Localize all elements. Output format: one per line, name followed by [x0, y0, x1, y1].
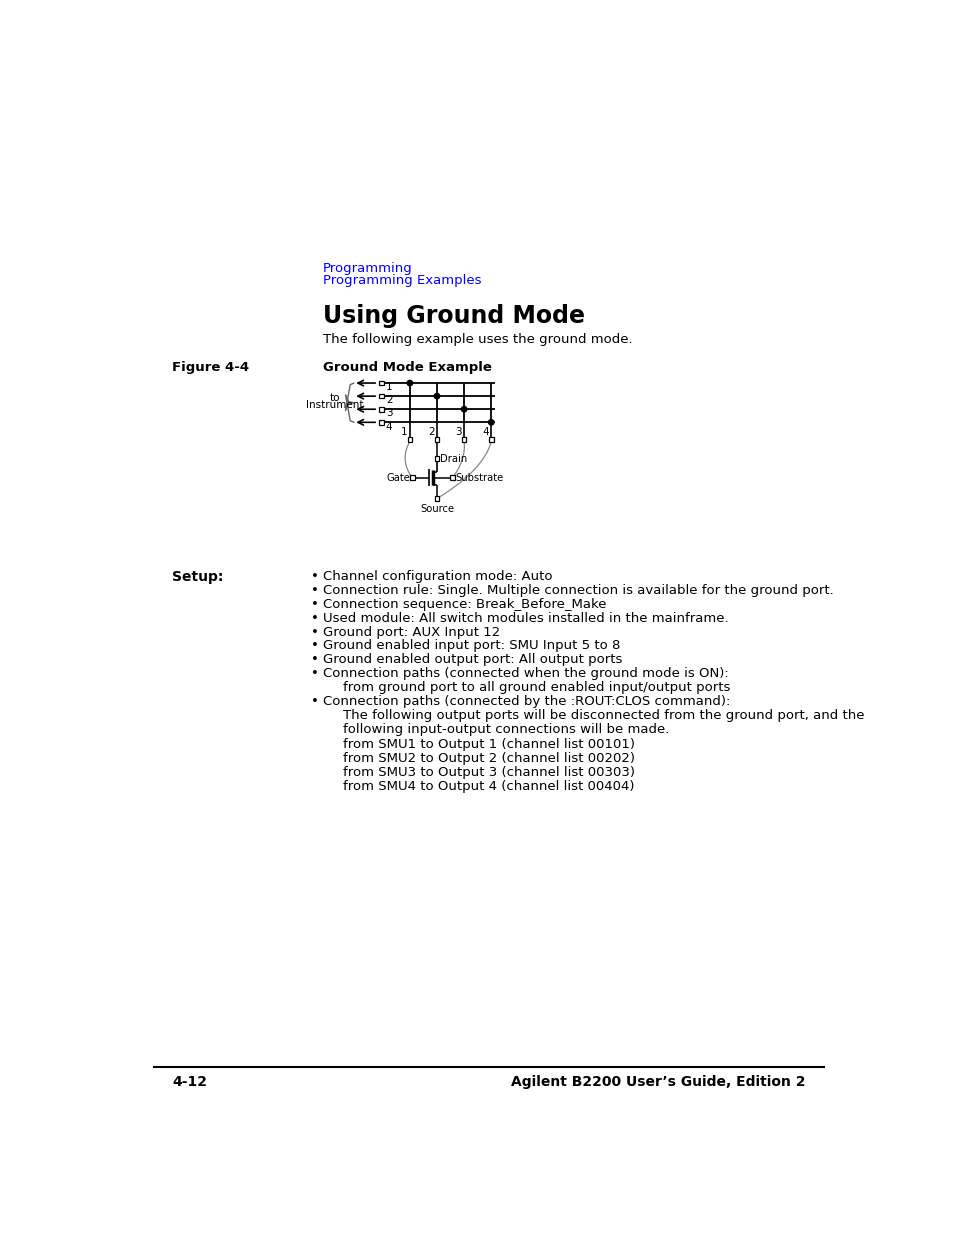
Text: The following output ports will be disconnected from the ground port, and the: The following output ports will be disco…: [343, 709, 863, 721]
Bar: [435, 437, 439, 442]
Text: Source: Source: [419, 504, 454, 514]
Text: •: •: [311, 667, 318, 680]
Text: Programming Examples: Programming Examples: [323, 274, 481, 287]
Text: from SMU3 to Output 3 (channel list 00303): from SMU3 to Output 3 (channel list 0030…: [343, 766, 635, 779]
Text: Gate: Gate: [386, 473, 410, 483]
Text: •: •: [311, 611, 318, 625]
Text: to: to: [329, 394, 339, 404]
Text: Channel configuration mode: Auto: Channel configuration mode: Auto: [323, 571, 552, 583]
Text: Ground enabled input port: SMU Input 5 to 8: Ground enabled input port: SMU Input 5 t…: [323, 640, 619, 652]
Text: following input-output connections will be made.: following input-output connections will …: [343, 722, 669, 736]
Text: from SMU4 to Output 4 (channel list 00404): from SMU4 to Output 4 (channel list 0040…: [343, 779, 634, 793]
Text: •: •: [311, 626, 318, 638]
Bar: [378, 406, 383, 411]
Circle shape: [434, 394, 439, 399]
Text: Substrate: Substrate: [456, 473, 503, 483]
Bar: [410, 475, 415, 480]
Text: from SMU2 to Output 2 (channel list 00202): from SMU2 to Output 2 (channel list 0020…: [343, 752, 635, 764]
Text: from SMU1 to Output 1 (channel list 00101): from SMU1 to Output 1 (channel list 0010…: [343, 739, 635, 751]
Text: Connection rule: Single. Multiple connection is available for the ground port.: Connection rule: Single. Multiple connec…: [323, 584, 833, 597]
Text: Ground Mode Example: Ground Mode Example: [323, 361, 492, 374]
Text: 3: 3: [455, 427, 461, 437]
Text: Programming: Programming: [323, 262, 413, 275]
Text: Connection paths (connected by the :ROUT:CLOS command):: Connection paths (connected by the :ROUT…: [323, 695, 730, 708]
Text: Setup:: Setup:: [172, 571, 223, 584]
Text: Connection paths (connected when the ground mode is ON):: Connection paths (connected when the gro…: [323, 667, 728, 680]
Text: Figure 4-4: Figure 4-4: [172, 361, 249, 374]
Text: from ground port to all ground enabled input/output ports: from ground port to all ground enabled i…: [343, 680, 730, 694]
Circle shape: [461, 406, 466, 412]
Text: Ground enabled output port: All output ports: Ground enabled output port: All output p…: [323, 653, 621, 667]
Circle shape: [407, 380, 412, 385]
Text: 1: 1: [385, 383, 392, 393]
Text: •: •: [311, 640, 318, 652]
Text: 2: 2: [385, 395, 392, 405]
Bar: [378, 380, 383, 385]
Text: The following example uses the ground mode.: The following example uses the ground mo…: [323, 333, 632, 346]
Text: 4: 4: [385, 421, 392, 431]
Text: •: •: [311, 653, 318, 667]
Text: •: •: [311, 598, 318, 611]
Bar: [435, 496, 439, 501]
Bar: [488, 437, 493, 442]
Text: 2: 2: [428, 427, 435, 437]
Bar: [461, 437, 466, 442]
Text: Agilent B2200 User’s Guide, Edition 2: Agilent B2200 User’s Guide, Edition 2: [511, 1074, 805, 1088]
Text: 4-12: 4-12: [172, 1074, 207, 1088]
Text: Drain: Drain: [439, 453, 467, 463]
Bar: [378, 420, 383, 425]
Bar: [378, 394, 383, 399]
Text: Instrument: Instrument: [306, 400, 363, 410]
Text: Using Ground Mode: Using Ground Mode: [323, 304, 584, 327]
Text: Ground port: AUX Input 12: Ground port: AUX Input 12: [323, 626, 499, 638]
Text: 1: 1: [400, 427, 407, 437]
Text: •: •: [311, 571, 318, 583]
Text: 3: 3: [385, 409, 392, 419]
Text: •: •: [311, 695, 318, 708]
Text: •: •: [311, 584, 318, 597]
Bar: [435, 456, 439, 461]
Text: Connection sequence: Break_Before_Make: Connection sequence: Break_Before_Make: [323, 598, 606, 611]
Bar: [450, 475, 455, 480]
Text: Used module: All switch modules installed in the mainframe.: Used module: All switch modules installe…: [323, 611, 728, 625]
Text: 4: 4: [482, 427, 488, 437]
Circle shape: [488, 420, 494, 425]
Bar: [407, 437, 412, 442]
